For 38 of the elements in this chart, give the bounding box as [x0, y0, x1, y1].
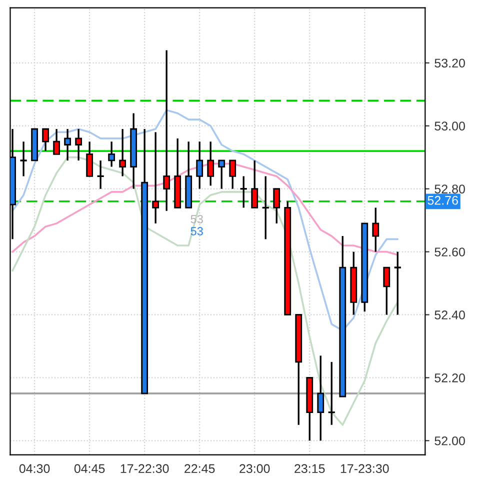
candlestick — [317, 354, 324, 442]
y-tick-label: 53.00 — [434, 122, 465, 131]
y-tick-label: 53.20 — [434, 58, 465, 68]
y-tick-label: 52.40 — [434, 310, 465, 320]
candlestick — [207, 140, 214, 186]
line-series — [12, 109, 399, 332]
candlestick — [64, 128, 71, 162]
y-tick-label: 52.00 — [434, 436, 465, 446]
candlestick — [53, 128, 60, 156]
y-tick-label: 52.80 — [434, 184, 465, 194]
candlestick — [42, 128, 49, 152]
ref-line-label: 52.76 — [428, 196, 458, 205]
candlestick — [372, 206, 380, 253]
candlestick — [251, 160, 258, 209]
candlestick — [163, 49, 170, 212]
candlestick — [383, 266, 390, 316]
y-tick-label: 52.60 — [434, 248, 465, 256]
candlestick — [75, 128, 82, 162]
candlestick — [119, 128, 126, 178]
candlestick — [273, 188, 280, 224]
x-tick-label: 04:30 — [19, 464, 50, 474]
candlestick — [196, 140, 204, 190]
annotation: 53 — [190, 214, 203, 224]
x-tick-label: 17-23:30 — [340, 464, 389, 474]
x-tick-label: 22:45 — [184, 464, 215, 474]
y-tick-label: 52.20 — [434, 373, 465, 382]
candlestick — [218, 160, 226, 190]
candlestick — [86, 140, 94, 178]
x-tick-label: 04:45 — [74, 464, 105, 474]
x-tick-label: 23:15 — [294, 464, 325, 474]
candlestick — [108, 140, 116, 168]
candlestick — [394, 250, 402, 316]
candlestick — [152, 131, 160, 224]
candlestick — [19, 140, 28, 178]
x-tick-label: 17-22:30 — [120, 464, 169, 474]
x-tick-label: 23:00 — [240, 464, 270, 474]
candlestick — [229, 160, 236, 190]
annotation: 53 — [190, 227, 203, 236]
